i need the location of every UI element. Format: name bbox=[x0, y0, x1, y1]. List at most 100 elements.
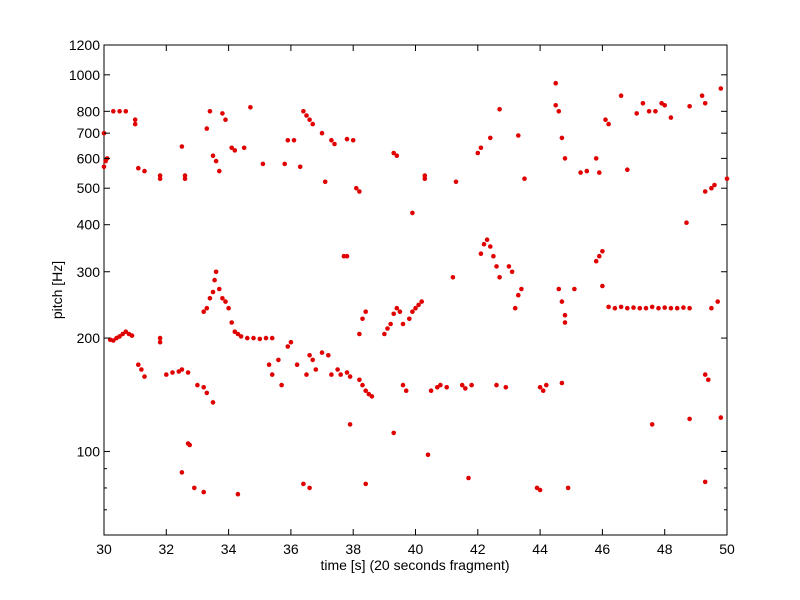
data-point bbox=[235, 331, 241, 337]
data-point bbox=[117, 334, 122, 339]
data-point bbox=[516, 292, 521, 298]
data-point bbox=[394, 153, 400, 158]
data-point bbox=[600, 283, 605, 289]
data-point bbox=[192, 485, 197, 491]
x-tick-label: 36 bbox=[283, 541, 299, 557]
x-axis: 30 32 34 36 38 40 42 44 46 48 50 bbox=[96, 45, 735, 557]
data-point bbox=[301, 109, 306, 114]
data-point bbox=[475, 150, 481, 156]
data-point bbox=[304, 113, 309, 118]
data-point bbox=[709, 185, 714, 191]
data-point bbox=[556, 109, 562, 114]
x-tick-label: 38 bbox=[345, 541, 361, 557]
data-point bbox=[332, 141, 337, 147]
data-point bbox=[282, 161, 288, 167]
data-point bbox=[269, 335, 275, 341]
data-point bbox=[407, 316, 412, 322]
data-point bbox=[565, 485, 571, 491]
data-point bbox=[229, 145, 234, 151]
data-point bbox=[251, 335, 256, 341]
data-point bbox=[245, 335, 250, 341]
data-point bbox=[329, 372, 334, 377]
data-point bbox=[350, 138, 356, 143]
data-point bbox=[646, 109, 652, 114]
data-point bbox=[450, 275, 456, 280]
data-point bbox=[400, 382, 406, 388]
data-point bbox=[157, 339, 163, 345]
data-point bbox=[649, 422, 655, 427]
data-point bbox=[310, 357, 316, 363]
data-point bbox=[562, 312, 568, 318]
data-point bbox=[338, 372, 344, 377]
y-tick-label: 700 bbox=[77, 125, 101, 141]
data-point bbox=[220, 111, 225, 116]
data-point bbox=[494, 382, 499, 388]
data-point bbox=[559, 299, 565, 304]
data-point bbox=[403, 388, 409, 394]
data-point bbox=[481, 241, 487, 247]
y-axis-label: pitch [Hz] bbox=[49, 261, 65, 319]
data-point bbox=[394, 305, 400, 311]
data-point bbox=[631, 305, 636, 310]
data-point bbox=[204, 305, 210, 311]
data-point bbox=[344, 136, 350, 142]
data-point bbox=[382, 331, 387, 337]
data-point bbox=[488, 244, 493, 249]
data-point bbox=[597, 253, 602, 259]
data-point bbox=[182, 176, 188, 181]
data-point bbox=[497, 107, 502, 112]
data-point bbox=[335, 367, 340, 372]
data-point bbox=[213, 269, 219, 275]
data-point bbox=[494, 264, 499, 269]
data-points bbox=[101, 80, 730, 497]
data-point bbox=[354, 185, 359, 191]
data-point bbox=[363, 309, 369, 315]
data-point bbox=[681, 305, 686, 310]
data-point bbox=[553, 103, 558, 108]
data-point bbox=[257, 336, 263, 342]
data-point bbox=[319, 350, 325, 355]
data-point bbox=[226, 305, 231, 311]
data-point bbox=[593, 156, 599, 161]
data-point bbox=[260, 161, 266, 167]
data-point bbox=[478, 251, 484, 256]
data-point bbox=[132, 117, 138, 122]
data-point bbox=[391, 311, 397, 317]
data-point bbox=[606, 304, 611, 310]
data-point bbox=[572, 286, 577, 292]
data-point bbox=[363, 388, 369, 394]
data-point bbox=[263, 335, 269, 341]
data-point bbox=[319, 130, 325, 136]
data-point bbox=[559, 135, 565, 141]
data-point bbox=[111, 109, 116, 114]
data-point bbox=[562, 320, 568, 325]
data-point bbox=[201, 385, 206, 390]
x-tick-label: 32 bbox=[159, 541, 175, 557]
data-point bbox=[687, 416, 692, 422]
data-point bbox=[301, 481, 306, 487]
data-point bbox=[537, 385, 543, 390]
data-point bbox=[453, 179, 459, 185]
data-point bbox=[139, 367, 144, 372]
data-point bbox=[503, 385, 509, 390]
data-point bbox=[537, 487, 543, 493]
data-point bbox=[142, 374, 147, 379]
data-point bbox=[266, 362, 272, 368]
data-point bbox=[416, 302, 421, 308]
data-point bbox=[288, 339, 294, 345]
data-point bbox=[519, 286, 524, 292]
data-point bbox=[136, 362, 141, 368]
data-point bbox=[699, 93, 705, 98]
data-point bbox=[229, 320, 234, 325]
data-point bbox=[516, 133, 521, 138]
data-point bbox=[706, 377, 711, 383]
data-point bbox=[718, 415, 724, 420]
data-point bbox=[157, 176, 163, 181]
x-tick-label: 48 bbox=[657, 541, 673, 557]
y-tick-label: 400 bbox=[77, 217, 101, 233]
x-tick-label: 50 bbox=[719, 541, 735, 557]
data-point bbox=[562, 156, 568, 161]
data-point bbox=[506, 264, 512, 269]
data-point bbox=[625, 305, 630, 311]
y-axis: 100 200 300 400 500 600 700 800 1000 1200 bbox=[69, 37, 727, 511]
